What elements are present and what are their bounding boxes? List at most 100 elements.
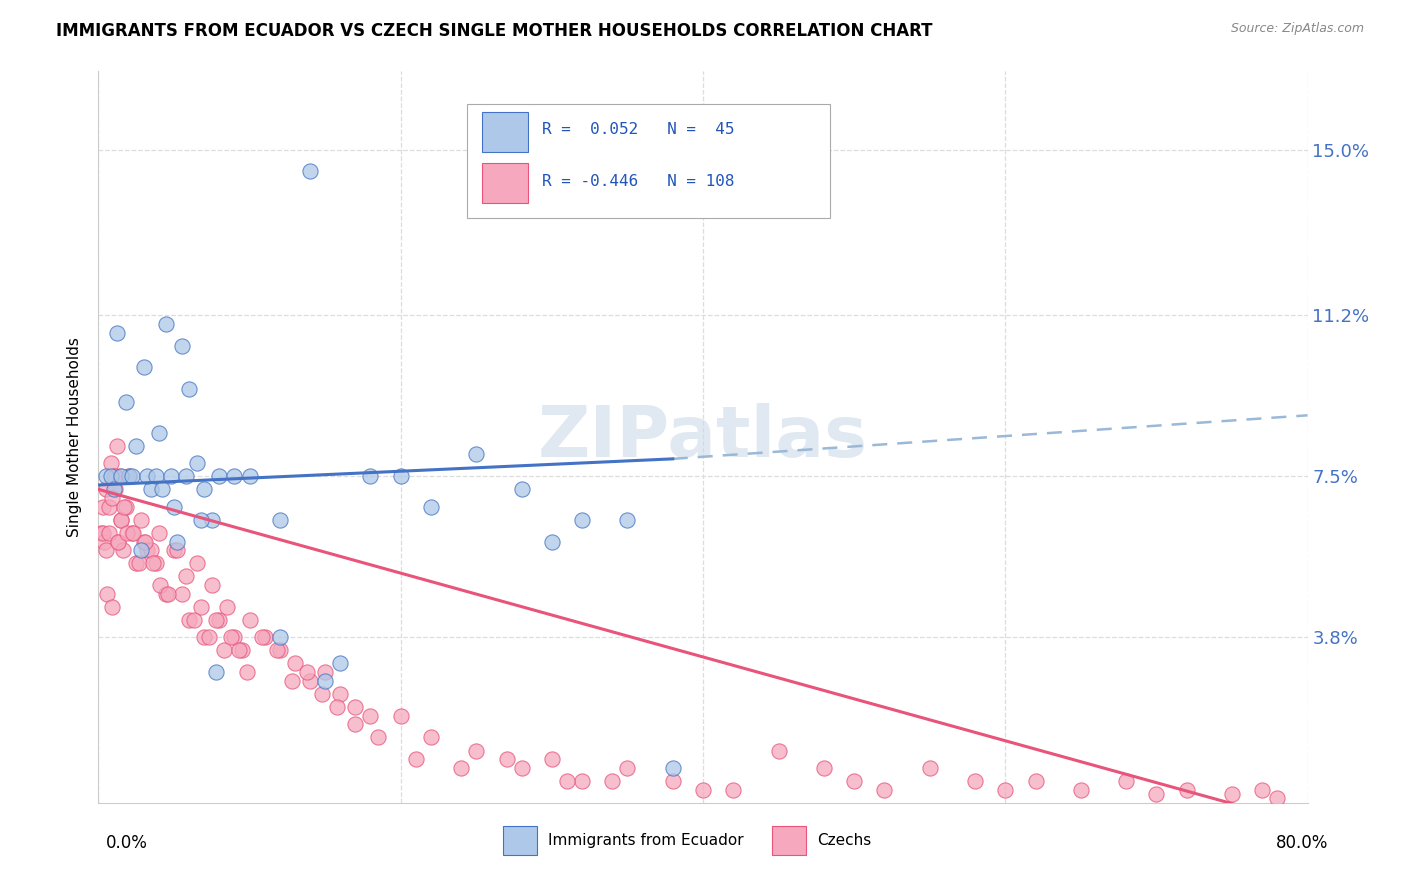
Point <box>231 643 253 657</box>
Point <box>190 513 212 527</box>
Point <box>269 513 291 527</box>
Text: Source: ZipAtlas.com: Source: ZipAtlas.com <box>1230 22 1364 36</box>
Point <box>186 557 208 571</box>
Point <box>844 774 866 789</box>
Point <box>103 469 125 483</box>
Point <box>129 543 152 558</box>
Point <box>616 761 638 775</box>
Point <box>465 448 488 462</box>
Point <box>112 500 135 514</box>
Point <box>118 469 141 483</box>
Point <box>367 731 389 745</box>
Point <box>344 700 367 714</box>
Point <box>155 587 177 601</box>
Point <box>104 469 127 483</box>
Point <box>616 513 638 527</box>
Point <box>174 569 197 583</box>
Point <box>160 469 183 483</box>
Point <box>661 761 683 775</box>
Point <box>94 543 117 558</box>
Point <box>465 743 488 757</box>
Point <box>94 483 117 497</box>
Point <box>105 326 128 340</box>
Point <box>450 761 472 775</box>
Point <box>193 631 215 645</box>
Point <box>295 665 318 680</box>
Point <box>510 761 533 775</box>
Point <box>166 534 188 549</box>
Point <box>100 469 122 483</box>
Point <box>93 534 115 549</box>
Point <box>299 164 322 178</box>
Point <box>205 613 228 627</box>
Point <box>235 665 257 680</box>
Point <box>115 525 138 540</box>
Point <box>314 673 336 688</box>
Point <box>110 513 132 527</box>
Text: 0.0%: 0.0% <box>105 834 148 852</box>
Point <box>602 774 624 789</box>
Point <box>90 525 112 540</box>
Point <box>360 469 382 483</box>
Point <box>183 613 205 627</box>
Point <box>1024 774 1046 789</box>
Point <box>142 557 165 571</box>
Point <box>101 491 124 505</box>
Text: R = -0.446   N = 108: R = -0.446 N = 108 <box>543 174 735 188</box>
Point <box>129 513 152 527</box>
Point <box>266 643 288 657</box>
Point <box>128 557 150 571</box>
Point <box>186 456 208 470</box>
Point <box>101 599 124 614</box>
FancyBboxPatch shape <box>482 112 527 152</box>
Point <box>873 782 896 797</box>
Point <box>170 587 193 601</box>
Point <box>166 543 188 558</box>
Point <box>148 525 170 540</box>
Point <box>174 469 197 483</box>
Point <box>170 339 193 353</box>
Point <box>132 360 155 375</box>
Point <box>311 687 333 701</box>
Point <box>239 469 262 483</box>
Text: ZIPatlas: ZIPatlas <box>538 402 868 472</box>
Point <box>125 557 148 571</box>
Text: Immigrants from Ecuador: Immigrants from Ecuador <box>548 833 744 848</box>
Point <box>98 500 121 514</box>
Point <box>813 761 835 775</box>
Point <box>114 395 136 409</box>
Point <box>91 500 114 514</box>
Point <box>215 599 238 614</box>
Point <box>107 534 129 549</box>
Point <box>540 534 562 549</box>
Point <box>389 469 412 483</box>
Point <box>134 534 156 549</box>
Point <box>150 483 173 497</box>
Point <box>100 456 122 470</box>
Point <box>994 782 1017 797</box>
Point <box>212 643 235 657</box>
Point <box>918 761 941 775</box>
Point <box>326 700 349 714</box>
Point <box>118 469 141 483</box>
Point <box>284 657 307 671</box>
Point <box>510 483 533 497</box>
Point <box>110 469 132 483</box>
Text: 80.0%: 80.0% <box>1277 834 1329 852</box>
Point <box>111 543 134 558</box>
Point <box>723 782 745 797</box>
Point <box>1220 787 1243 801</box>
Point <box>121 469 143 483</box>
Point <box>208 469 231 483</box>
Text: R =  0.052   N =  45: R = 0.052 N = 45 <box>543 122 735 137</box>
Point <box>145 469 167 483</box>
Point <box>179 382 201 396</box>
Point <box>197 631 219 645</box>
Point <box>344 717 367 731</box>
Point <box>135 469 157 483</box>
Point <box>105 439 128 453</box>
Point <box>661 774 683 789</box>
Point <box>965 774 987 789</box>
Point <box>269 631 291 645</box>
Point <box>329 657 352 671</box>
